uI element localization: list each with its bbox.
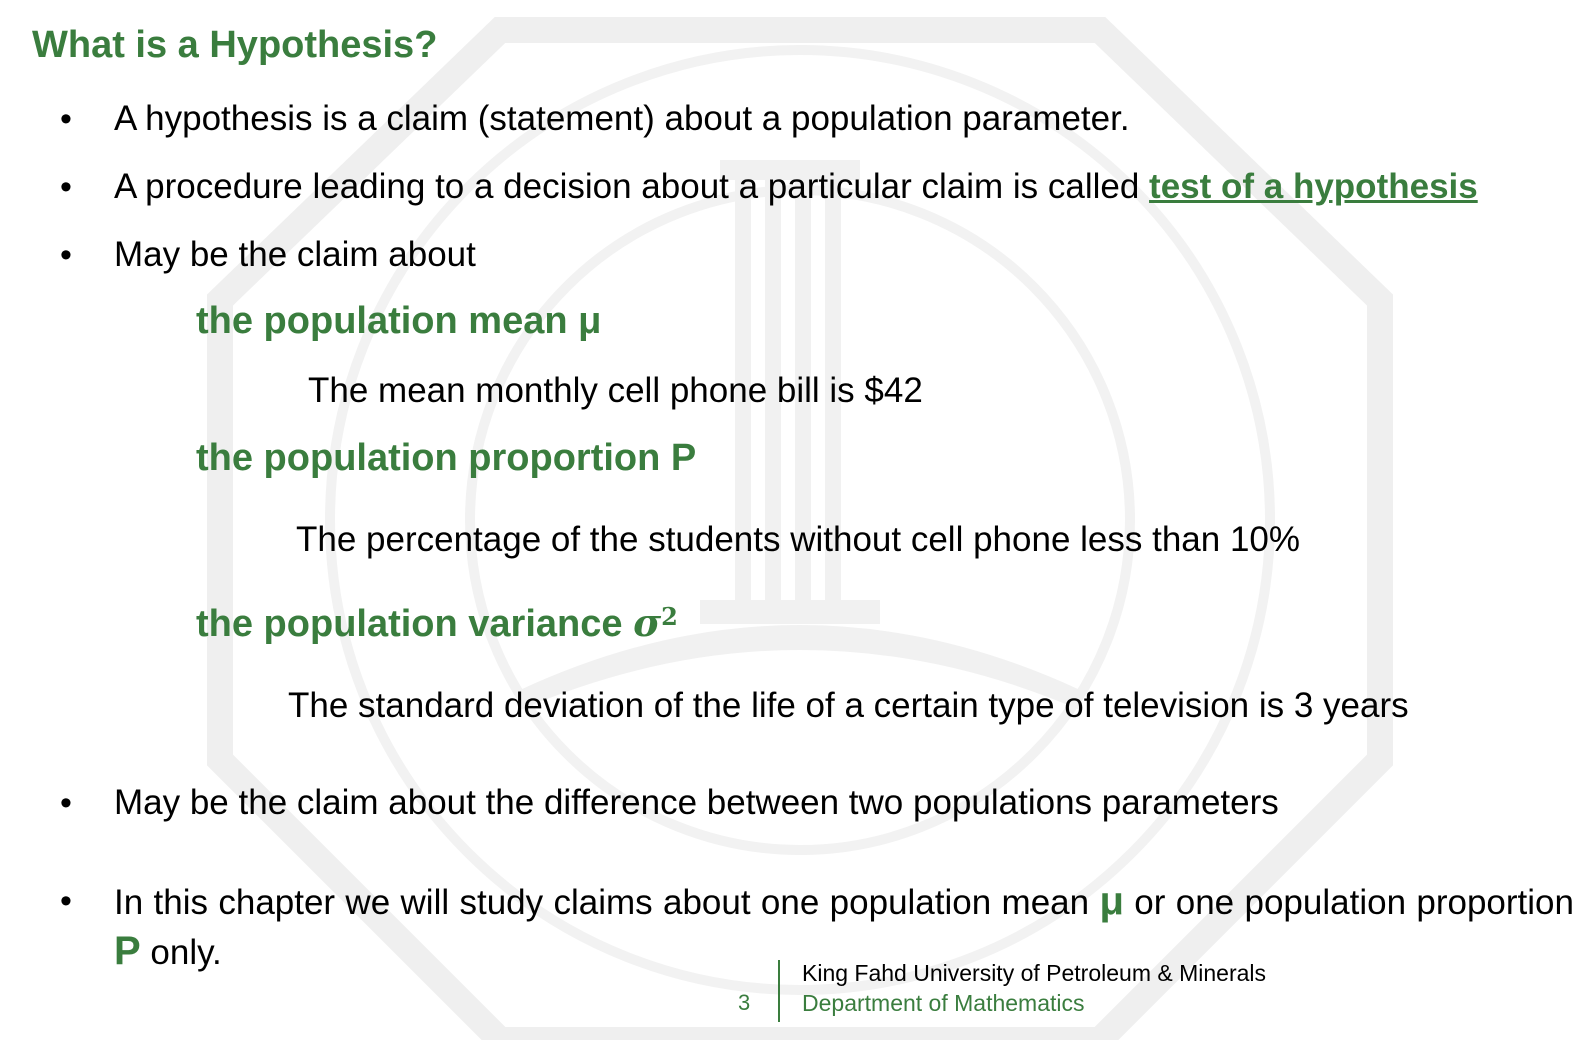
bullet-claim-about: May be the claim about <box>114 235 476 274</box>
claim-heading-proportion: the population proportion P <box>196 437 697 479</box>
sigma-symbol: σ2 <box>633 600 678 645</box>
claim-example-mean: The mean monthly cell phone bill is $42 <box>308 371 923 410</box>
chapter-scope-text-1: In this chapter we will study claims abo… <box>114 883 1100 922</box>
bullet-dot: • <box>60 100 72 138</box>
claim-example-variance: The standard deviation of the life of a … <box>288 686 1409 725</box>
p-symbol: P <box>114 929 141 973</box>
test-of-hypothesis-link[interactable]: test of a hypothesis <box>1149 167 1478 206</box>
bullet-dot: • <box>60 784 72 822</box>
footer-department: Department of Mathematics <box>802 990 1085 1016</box>
bullet-dot: • <box>60 882 72 920</box>
chapter-scope-text-2: or one population proportion <box>1123 883 1574 922</box>
slide-title: What is a Hypothesis? <box>32 24 438 66</box>
mu-symbol: μ <box>1099 879 1124 923</box>
claim-heading-variance: the population variance σ2 <box>196 600 678 647</box>
claim-example-proportion: The percentage of the students without c… <box>296 520 1300 559</box>
bullet-dot: • <box>60 236 72 274</box>
bullet-test-procedure-text: A procedure leading to a decision about … <box>114 167 1150 206</box>
footer-divider <box>778 960 780 1022</box>
bullet-hypothesis-definition: A hypothesis is a claim (statement) abou… <box>114 99 1130 138</box>
bullet-chapter-scope: In this chapter we will study claims abo… <box>114 877 1574 977</box>
bullet-test-procedure: A procedure leading to a decision about … <box>114 165 1478 209</box>
chapter-scope-text-3: only. <box>140 933 222 972</box>
page-number: 3 <box>738 990 751 1015</box>
bullet-dot: • <box>60 168 72 206</box>
sigma-superscript: 2 <box>661 602 678 631</box>
claim-heading-variance-text: the population variance <box>196 603 634 645</box>
bullet-two-populations: May be the claim about the difference be… <box>114 783 1279 822</box>
footer-university: King Fahd University of Petroleum & Mine… <box>802 960 1267 986</box>
claim-heading-mean: the population mean μ <box>196 300 602 342</box>
